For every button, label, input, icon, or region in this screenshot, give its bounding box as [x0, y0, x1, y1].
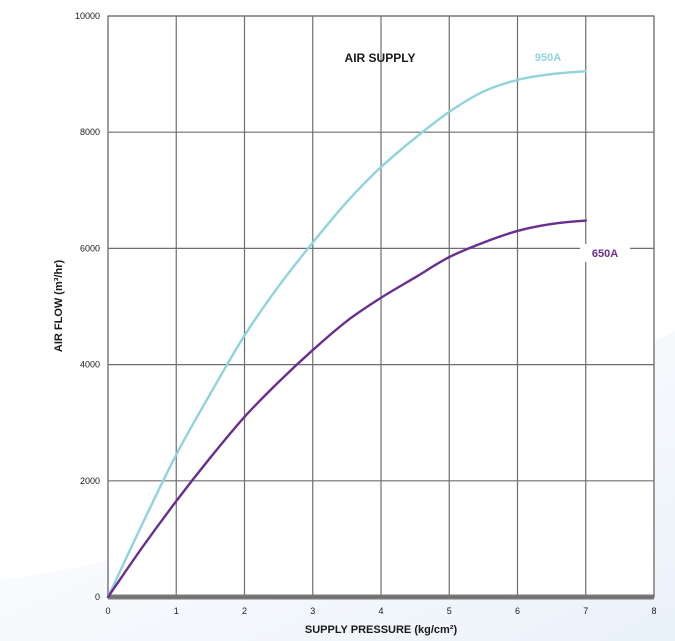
- series-lines: [106, 69, 587, 599]
- y-tick-label-5: 10000: [75, 11, 100, 21]
- y-axis-title: AIR FLOW (m³/hr): [53, 260, 65, 353]
- y-tick-label-2: 4000: [80, 360, 100, 370]
- y-tick-label-4: 8000: [80, 127, 100, 137]
- y-tick-label-1: 2000: [80, 476, 100, 486]
- y-tick-label-0: 0: [95, 592, 100, 602]
- series-label-650a: 650A: [592, 248, 618, 260]
- chart-title: AIR SUPPLY: [345, 51, 416, 65]
- plot-frame: [107, 15, 655, 598]
- series-label-bg-950a: [526, 48, 570, 64]
- x-tick-label-6: 6: [515, 606, 520, 616]
- x-tick-label-0: 0: [105, 606, 110, 616]
- series-line-650a: [106, 219, 587, 599]
- series-line-950a: [106, 69, 587, 599]
- x-tick-label-2: 2: [242, 606, 247, 616]
- x-axis-title: SUPPLY PRESSURE (kg/cm²): [305, 624, 458, 636]
- x-tick-label-5: 5: [447, 606, 452, 616]
- series-label-bg-650a: [580, 244, 630, 262]
- tick-labels: 0 1 2 3 4 5 6 7 8 0 2000 4000 6000 8000 10000: [75, 11, 657, 616]
- x-tick-label-8: 8: [651, 606, 656, 616]
- axes: [107, 15, 655, 600]
- x-tick-label-3: 3: [310, 606, 315, 616]
- x-tick-label-7: 7: [583, 606, 588, 616]
- x-tick-label-1: 1: [174, 606, 179, 616]
- x-tick-label-4: 4: [378, 606, 383, 616]
- y-tick-label-3: 6000: [80, 243, 100, 253]
- series-label-950a: 950A: [535, 52, 561, 64]
